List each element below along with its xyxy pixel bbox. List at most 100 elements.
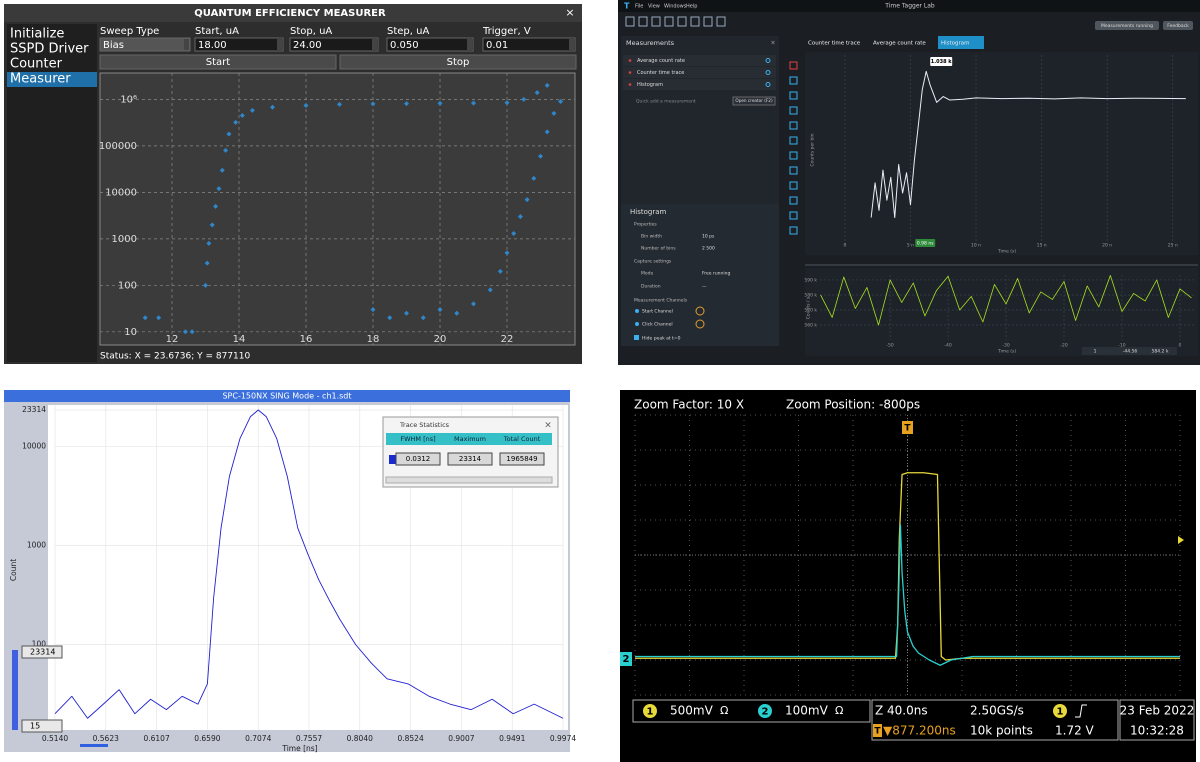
input-box[interactable] bbox=[289, 37, 379, 52]
tool-icon[interactable] bbox=[789, 91, 798, 100]
toolbar-icon[interactable] bbox=[664, 16, 674, 27]
x-tick-label: 0.8524 bbox=[397, 734, 423, 743]
field-value: 0.050 bbox=[390, 40, 419, 51]
checkbox[interactable] bbox=[634, 335, 639, 340]
trigger-channel: 1 bbox=[1057, 707, 1064, 718]
x-tick-label: 0.8040 bbox=[347, 734, 373, 743]
channel-select[interactable] bbox=[695, 319, 705, 329]
status-button[interactable] bbox=[1095, 21, 1159, 30]
list-row[interactable] bbox=[623, 67, 776, 78]
close-button[interactable]: × bbox=[770, 40, 775, 47]
toolbar-icon[interactable] bbox=[703, 16, 713, 27]
field-label: Start, uA bbox=[195, 26, 239, 37]
cursor-label: 15 bbox=[30, 722, 40, 731]
button-label[interactable]: Measurements running bbox=[1101, 23, 1153, 29]
menu-item[interactable]: Help bbox=[686, 4, 697, 10]
x-tick-label: 15 n bbox=[1037, 243, 1047, 249]
stat-value: 1965849 bbox=[506, 455, 537, 463]
legend-box bbox=[1082, 347, 1177, 355]
list-item[interactable]: Counter time trace bbox=[637, 70, 684, 76]
tool-icon[interactable] bbox=[789, 151, 798, 160]
field-value: Bias bbox=[103, 40, 124, 51]
y-tick-label: 560 k bbox=[804, 322, 817, 328]
y-tick-label: 10000 bbox=[22, 441, 46, 450]
x-tick-label: 12 bbox=[166, 334, 179, 345]
tab-label[interactable]: Counter time trace bbox=[808, 41, 861, 47]
menu-item[interactable]: Counter bbox=[10, 57, 63, 72]
toolbar-icon[interactable] bbox=[625, 16, 635, 27]
tool-icon[interactable] bbox=[789, 181, 798, 190]
vertical-box bbox=[632, 699, 871, 723]
button[interactable] bbox=[732, 96, 776, 106]
button[interactable] bbox=[339, 54, 577, 70]
tool-icon[interactable] bbox=[789, 76, 798, 85]
menu-item[interactable]: Initialize bbox=[10, 27, 64, 42]
data-point bbox=[537, 153, 543, 159]
close-button[interactable]: × bbox=[544, 421, 552, 431]
search-hint: Quick add a measurement bbox=[636, 99, 696, 105]
channel-select[interactable] bbox=[695, 306, 705, 316]
data-point bbox=[404, 310, 410, 316]
property-label: Bin width bbox=[641, 234, 662, 240]
feedback-button[interactable] bbox=[1163, 21, 1193, 30]
x-tick-label: 0 bbox=[843, 243, 846, 249]
input-box[interactable] bbox=[482, 37, 576, 52]
button-label[interactable]: Feedback bbox=[1167, 23, 1189, 29]
list-item[interactable]: Histogram bbox=[637, 82, 663, 88]
input-box[interactable] bbox=[99, 37, 191, 52]
y-tick-label: 100 bbox=[118, 280, 137, 291]
spin-buttons bbox=[184, 39, 189, 50]
button-label[interactable]: Start bbox=[206, 57, 231, 68]
tool-icon[interactable] bbox=[789, 106, 798, 115]
horizontal-box bbox=[871, 699, 1119, 741]
toolbar-icon[interactable] bbox=[651, 16, 661, 27]
x-tick-label: 0.5140 bbox=[42, 734, 68, 743]
tool-icon[interactable] bbox=[789, 196, 798, 205]
data-point bbox=[189, 329, 195, 335]
tool-icon[interactable] bbox=[789, 166, 798, 175]
tool-icon[interactable] bbox=[789, 136, 798, 145]
x-tick-label: 20 n bbox=[1102, 243, 1112, 249]
tab-label[interactable]: Average count rate bbox=[873, 41, 926, 47]
time: 10:32:28 bbox=[1130, 724, 1184, 738]
checkbox-label[interactable]: Hide peak at t=0 bbox=[642, 336, 681, 342]
menu-item[interactable]: File bbox=[635, 4, 643, 10]
button[interactable] bbox=[99, 54, 337, 70]
list-row[interactable] bbox=[623, 79, 776, 90]
menu-item[interactable]: View bbox=[648, 4, 660, 10]
tool-icon[interactable] bbox=[789, 121, 798, 130]
data-point bbox=[213, 203, 219, 209]
tool-icon[interactable] bbox=[789, 211, 798, 220]
data-point bbox=[370, 101, 376, 107]
data-point bbox=[387, 315, 393, 321]
channel-dot bbox=[635, 322, 639, 326]
tool-icon[interactable] bbox=[789, 61, 798, 70]
menu-item[interactable]: SSPD Driver bbox=[10, 42, 89, 57]
active-tab bbox=[938, 36, 984, 49]
list-item[interactable]: Average count rate bbox=[637, 58, 685, 64]
tool-icon[interactable] bbox=[789, 226, 798, 235]
button-label[interactable]: Open creator (F2) bbox=[735, 98, 773, 103]
status-text: Status: X = 23.6736; Y = 877110 bbox=[100, 352, 251, 362]
toolbar-icon[interactable] bbox=[690, 16, 700, 27]
data-point bbox=[303, 102, 309, 108]
button-label[interactable]: Stop bbox=[447, 57, 470, 68]
y-tick-label: 23314 bbox=[22, 405, 46, 414]
trigger-marker-label: T bbox=[904, 424, 911, 434]
status-dot bbox=[628, 59, 632, 62]
menu-item[interactable]: Windows bbox=[664, 4, 687, 10]
x-tick-label: -20 bbox=[1060, 343, 1067, 349]
toolbar-icon[interactable] bbox=[716, 16, 726, 27]
spin-buttons bbox=[569, 39, 574, 50]
toolbar-icon[interactable] bbox=[638, 16, 648, 27]
tab-label[interactable]: Histogram bbox=[941, 41, 970, 47]
input-box[interactable] bbox=[386, 37, 474, 52]
menu-item[interactable]: Measurer bbox=[10, 72, 71, 87]
input-box[interactable] bbox=[194, 37, 284, 52]
channel-label: Click Channel bbox=[642, 322, 673, 328]
toolbar-icon[interactable] bbox=[677, 16, 687, 27]
list-row[interactable] bbox=[623, 55, 776, 66]
x-tick-label: 0.9007 bbox=[448, 734, 474, 743]
close-button[interactable]: × bbox=[565, 6, 574, 19]
